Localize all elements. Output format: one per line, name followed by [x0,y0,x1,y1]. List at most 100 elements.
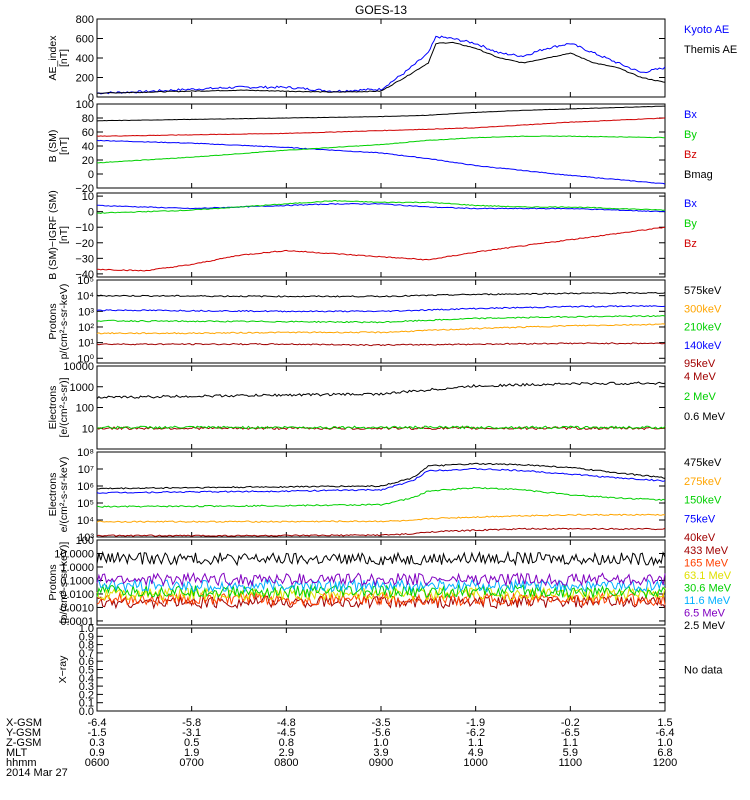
footer-value: 1000 [463,757,487,769]
footer-value: -6.4 [656,727,675,739]
y-tick-label: −30 [75,253,94,265]
no-data-label: No data [684,665,723,677]
series-line [96,571,666,588]
series-line [96,314,666,324]
y-tick-label: 1000 [70,382,94,394]
y-axis-label: AE_index [47,35,59,81]
y-tick-label: 10³ [78,306,94,318]
footer-value: 0700 [179,757,203,769]
y-tick-label: 0.0010 [60,602,94,614]
panel-1: 0 200 400 600 800 AE_index [nT] Kyoto AE Themis … [47,14,737,104]
footer-value: 0900 [369,757,393,769]
footer-value: -4.5 [277,727,296,739]
y-tick-label: 10³ [78,532,94,544]
legend-label: 6.5 MeV [684,608,726,620]
footer-value: 3.9 [373,747,388,759]
y-tick-label: 10000 [63,361,94,373]
y-tick-label: 10² [78,322,94,334]
y-tick-label: 400 [76,53,94,65]
y-tick-label: 0.0001 [60,616,94,628]
legend-label: 2 MeV [684,391,716,403]
legend-label: Kyoto AE [684,24,729,36]
y-axis-label: e/(cm²-s-sr-keV) [58,457,70,533]
y-axis-label: B (SM)−IGRF (SM) [47,190,59,280]
y-tick-label: 10⁴ [77,291,94,303]
y-tick-label: 100 [76,535,94,547]
series-line [96,291,666,298]
y-axis-label: [nT] [58,137,70,155]
y-tick-label: 60 [82,127,94,139]
legend-label: 150keV [684,495,722,507]
footer-value: -5.6 [372,727,391,739]
footer-value: 6.8 [657,747,672,759]
series-line [96,468,666,494]
y-tick-label: 0.9 [79,631,94,643]
footer-value: -0.2 [561,717,580,729]
footer-value: 0.5 [184,737,199,749]
footer-value: 0.8 [279,737,294,749]
legend-label: 575keV [684,285,722,297]
legend-label: 140keV [684,340,722,352]
y-tick-label: 600 [76,34,94,46]
footer-ephemeris: X-GSM -6.4 -5.8 -4.8 -3.5 -1.9 -0.2 1.5 Y-GSM -1.… [6,717,677,769]
footer-value: -6.4 [88,717,107,729]
series-line [96,342,666,347]
panel-2: −20 0 20 40 60 80 100 B (SM) [nT] Bx By Bz Bmag [47,99,713,195]
y-tick-label: 20 [82,155,94,167]
footer-value: -4.8 [277,717,296,729]
legend-label: 95keV [684,358,716,370]
series-line [96,550,666,567]
series-line [96,462,666,490]
y-tick-label: 80 [82,113,94,125]
legend-label: 63.1 MeV [684,570,732,582]
y-tick-label: 0.1000 [60,575,94,587]
legend-label: 75keV [684,513,716,525]
y-tick-label: 1.0 [79,623,94,635]
y-axis-label: Electrons [47,473,59,517]
series-line [96,591,666,607]
y-tick-label: 0.0 [79,706,94,718]
series-line [96,117,666,137]
series-line [96,41,666,94]
y-axis-label: B (SM) [47,130,59,163]
y-tick-label: 0.0100 [60,589,94,601]
footer-value: -5.8 [182,717,201,729]
y-tick-label: 10⁰ [77,353,94,365]
panel-6: 10³ 10⁴ 10⁵ 10⁶ 10⁷ 10⁸ Electrons e/(cm²-s-sr-k… [47,447,722,544]
y-tick-label: 10⁴ [77,515,94,527]
y-axis-label: Protons [47,303,59,339]
legend-label: Bz [684,149,697,161]
y-axis-label: Electrons [47,386,59,430]
y-tick-label: 10 [82,423,94,435]
series-line [96,486,666,508]
legend-label: By [684,129,697,141]
footer-value: 1.0 [373,737,388,749]
series-line [96,305,666,313]
footer-value: 1.9 [184,747,199,759]
footer-value: 0800 [274,757,298,769]
panel-3: −40 −30 −20 −10 0 10 B (SM)−IGRF (SM) [nT] Bx By B… [47,190,697,281]
y-tick-label: −20 [75,238,94,250]
series-line [96,594,666,610]
y-tick-label: 10.0000 [54,548,94,560]
legend-label: 4 MeV [684,371,716,383]
series-line [96,35,666,95]
footer-row-label: X-GSM [6,717,42,729]
footer-value: -6.5 [561,727,580,739]
legend-label: 210keV [684,322,722,334]
y-tick-label: 0.1 [79,698,94,710]
legend-label: 0.6 MeV [684,411,726,423]
plot-title: GOES-13 [355,3,407,17]
series-line [96,105,665,122]
panel-4: 10⁰ 10¹ 10² 10³ 10⁴ 10⁵ Protons p/(cm²-s-sr-keV… [47,275,722,370]
footer-value: 0.9 [89,747,104,759]
y-tick-label: 10⁶ [77,481,94,493]
footer-row-label: Y-GSM [6,727,41,739]
y-tick-label: 10⁷ [78,464,94,476]
legend-label: Bmag [684,169,713,181]
footer-value: 5.9 [563,747,578,759]
legend-label: By [684,218,697,230]
